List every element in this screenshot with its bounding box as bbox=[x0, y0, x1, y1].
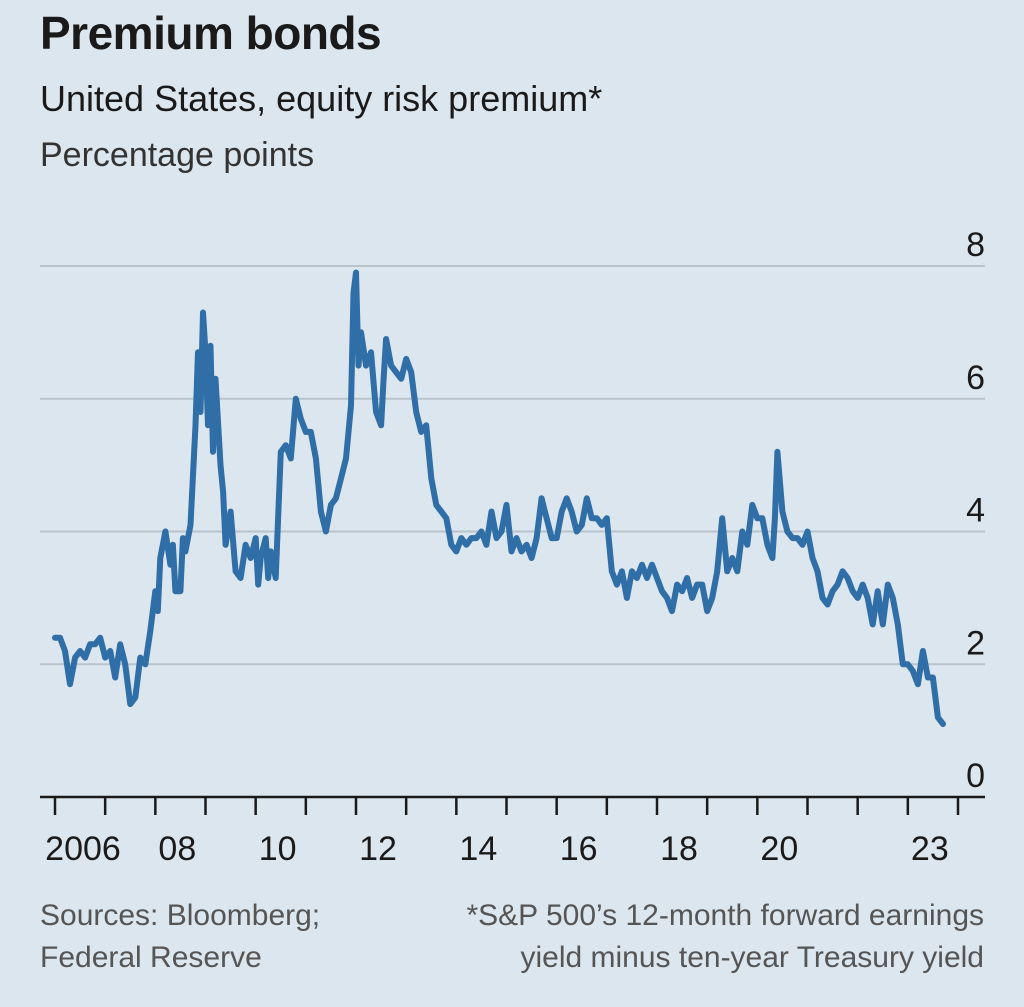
x-tick-label-08: 08 bbox=[158, 830, 196, 868]
chart-subtitle: United States, equity risk premium* bbox=[40, 78, 603, 119]
x-tick-label-16: 16 bbox=[560, 830, 598, 868]
x-tick-label-23: 23 bbox=[911, 830, 949, 868]
sources-line-2: Federal Reserve bbox=[40, 941, 262, 974]
chart-sources: Sources: Bloomberg; Federal Reserve bbox=[40, 895, 320, 979]
y-tick-label-4: 4 bbox=[966, 492, 985, 530]
footnote-line-2: yield minus ten-year Treasury yield bbox=[520, 941, 984, 974]
chart-unit-label: Percentage points bbox=[40, 136, 315, 174]
y-tick-label-8: 8 bbox=[966, 226, 985, 264]
x-tick-label-2006: 2006 bbox=[45, 830, 121, 868]
chart-footnote: *S&P 500’s 12-month forward earnings yie… bbox=[466, 895, 984, 979]
series-line-0 bbox=[52, 269, 946, 727]
x-tick-label-18: 18 bbox=[660, 830, 698, 868]
sources-line-1: Sources: Bloomberg; bbox=[40, 899, 321, 932]
y-tick-label-2: 2 bbox=[966, 624, 985, 662]
x-tick-label-12: 12 bbox=[359, 830, 397, 868]
footnote-line-1: *S&P 500’s 12-month forward earnings bbox=[466, 899, 984, 932]
y-tick-label-6: 6 bbox=[966, 359, 985, 397]
x-tick-label-10: 10 bbox=[259, 830, 297, 868]
chart-title: Premium bonds bbox=[40, 7, 382, 59]
y-tick-label-0: 0 bbox=[966, 757, 985, 795]
x-tick-label-14: 14 bbox=[459, 830, 497, 868]
x-tick-label-20: 20 bbox=[760, 830, 798, 868]
